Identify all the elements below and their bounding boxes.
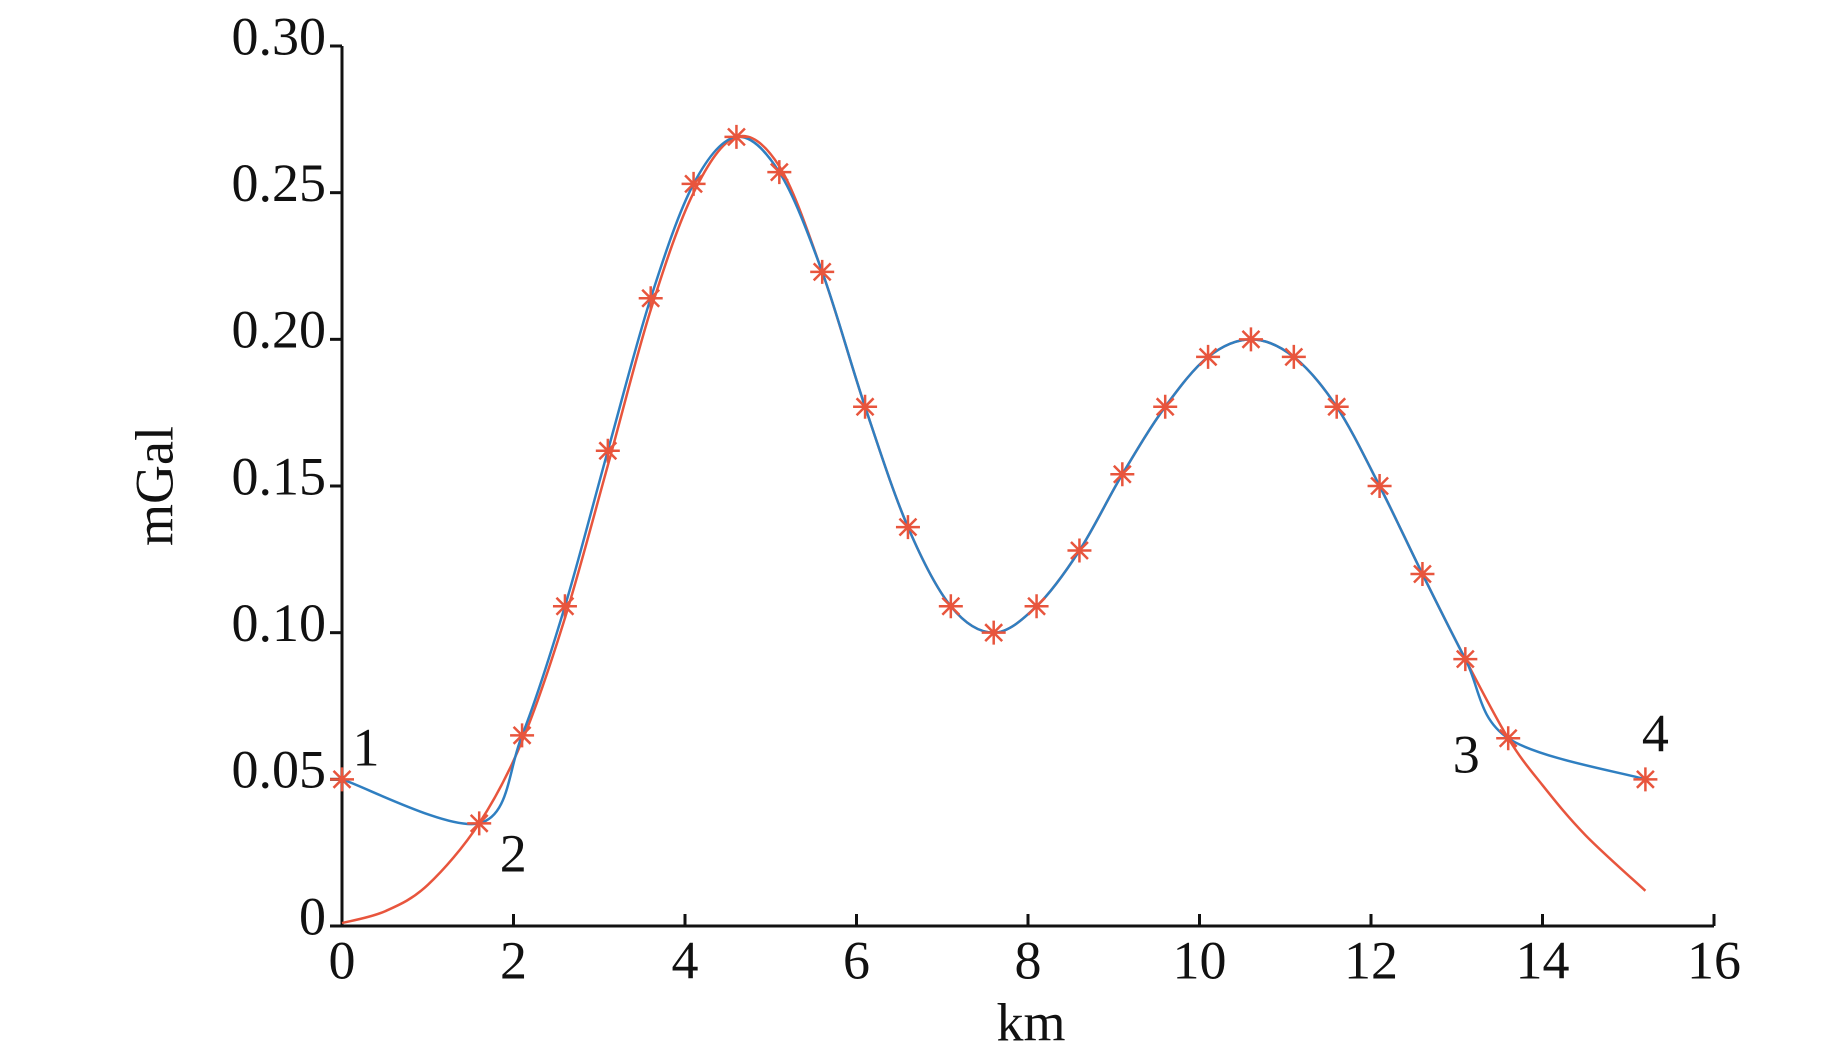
x-tick-label: 10 <box>1173 930 1227 990</box>
star-marker <box>1410 562 1435 586</box>
star-marker <box>330 767 354 792</box>
star-marker <box>552 594 577 619</box>
x-tick-label: 4 <box>672 930 699 990</box>
star-marker <box>767 160 792 185</box>
y-tick-label: 0.20 <box>232 300 327 360</box>
y-tick-label: 0.05 <box>232 740 327 800</box>
x-tick-label: 12 <box>1344 930 1398 990</box>
y-tick-label: 0.15 <box>232 446 327 506</box>
star-marker <box>981 620 1006 645</box>
x-tick-label: 6 <box>843 930 870 990</box>
star-marker <box>1238 327 1263 352</box>
x-tick-label: 2 <box>500 930 527 990</box>
star-marker <box>1496 726 1521 751</box>
line <box>341 134 1647 925</box>
star-marker <box>1024 594 1049 619</box>
x-tick-label: 16 <box>1687 930 1741 990</box>
star-marker <box>1324 394 1349 419</box>
star-marker <box>810 259 835 284</box>
annotation: 3 <box>1453 725 1480 785</box>
y-tick-label: 0 <box>299 886 326 946</box>
star-marker <box>1067 538 1092 563</box>
x-tick-label: 14 <box>1516 930 1570 990</box>
star-marker <box>724 124 749 149</box>
star-marker <box>467 811 492 836</box>
star-marker <box>895 515 920 540</box>
star-marker <box>510 723 535 748</box>
y-tick-label: 0.30 <box>232 6 327 66</box>
x-axis-label: km <box>996 992 1065 1052</box>
star-marker <box>1281 344 1306 369</box>
star-marker <box>638 286 663 311</box>
annotation: 2 <box>500 824 527 884</box>
star-marker <box>1453 647 1478 672</box>
star-marker <box>595 438 620 463</box>
y-tick-label: 0.25 <box>232 153 327 213</box>
star-marker <box>853 394 878 419</box>
star-marker <box>1196 344 1221 369</box>
star-marker <box>1110 462 1135 487</box>
annotation: 1 <box>353 718 380 778</box>
star-marker <box>938 594 963 619</box>
x-tick-label: 0 <box>329 930 356 990</box>
star-marker <box>1633 767 1658 792</box>
x-tick-label: 8 <box>1015 930 1042 990</box>
y-axis-label: mGal <box>124 426 184 546</box>
star-marker <box>1153 394 1178 419</box>
y-tick-label: 0.10 <box>232 593 327 653</box>
annotation: 4 <box>1642 704 1669 764</box>
star-marker <box>681 171 706 196</box>
star-marker <box>1367 474 1392 498</box>
line <box>341 135 1646 826</box>
